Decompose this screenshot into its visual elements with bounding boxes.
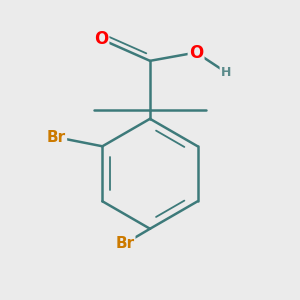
Text: H: H [220,66,231,79]
Text: Br: Br [47,130,66,145]
Text: Br: Br [115,236,134,251]
Text: O: O [189,44,203,62]
Text: O: O [94,30,108,48]
